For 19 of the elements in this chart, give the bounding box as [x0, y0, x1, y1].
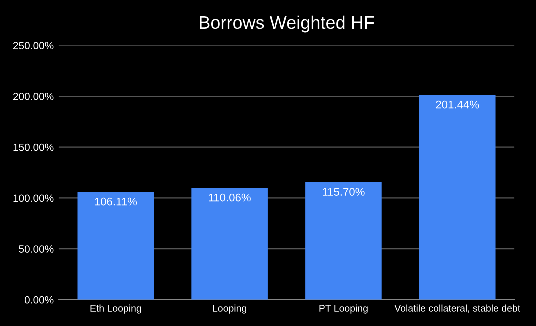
data-label: 106.11%: [95, 198, 138, 206]
x-tick-label: Eth Looping: [90, 304, 142, 314]
x-tick-label: Volatile collateral, stable debt: [394, 304, 521, 314]
bar: [192, 188, 268, 300]
bar: [306, 182, 382, 300]
chart-title: Borrows Weighted HF: [200, 16, 374, 33]
y-tick-label: 200.00%: [14, 92, 54, 100]
y-tick-label: 50.00%: [19, 246, 54, 253]
y-tick-label: 0.00%: [24, 296, 54, 304]
y-tick-label: 150.00%: [14, 144, 54, 152]
y-tick-label: 250.00%: [14, 42, 54, 50]
data-label: 110.06%: [209, 194, 251, 202]
x-tick-label: Looping: [213, 304, 246, 314]
data-label: 201.44%: [436, 100, 480, 109]
data-label: 115.70%: [323, 188, 365, 196]
bar: [419, 95, 496, 300]
x-tick-label: PT Looping: [320, 304, 368, 314]
bar: [78, 192, 154, 300]
y-tick-label: 100.00%: [14, 194, 54, 202]
